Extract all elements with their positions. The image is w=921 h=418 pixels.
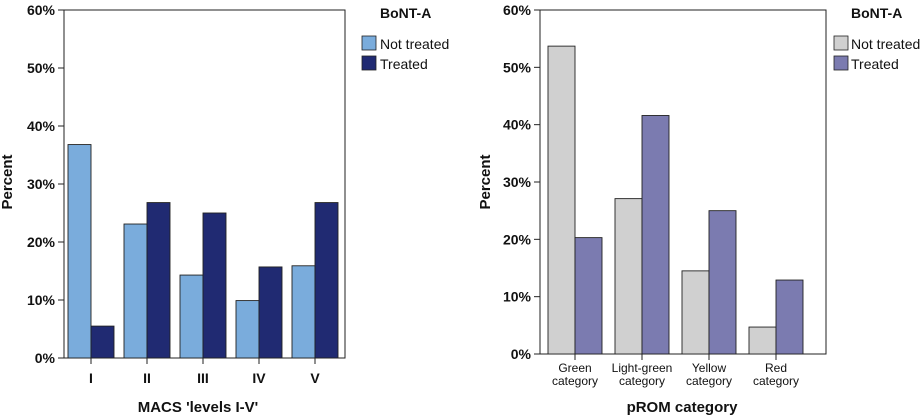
chart-2-bar: [614, 198, 643, 355]
chart-1-bar: [314, 202, 339, 359]
chart-1-bar: [291, 265, 316, 359]
chart-2-bar: [681, 270, 710, 355]
chart-1-legend-swatch-treated: [361, 55, 377, 71]
chart-2-ylabel: Percent: [477, 154, 494, 209]
chart-2-legend-treated: Treated: [851, 56, 899, 72]
chart-1-ytick-label: 0%: [35, 350, 56, 366]
chart-1-legend-title: BoNT-A: [380, 5, 431, 21]
chart-2-xtick-label: category: [619, 374, 665, 388]
chart-2-legend-swatch-treated: [833, 55, 849, 71]
chart-2-xtick-label: category: [552, 374, 598, 388]
chart-1-xtick-label: IV: [252, 370, 266, 386]
chart-2-bar: [547, 45, 576, 355]
chart-2-legend-swatch-not-treated: [833, 35, 849, 51]
chart-2-xtick-label: Green: [558, 361, 591, 375]
chart-2-bar: [775, 279, 804, 355]
chart-1-xtick-label: I: [89, 370, 93, 386]
chart-1-ylabel: Percent: [0, 154, 16, 209]
chart-2-xlabel: pROM category: [627, 399, 739, 416]
chart-1-bar: [202, 212, 227, 359]
chart-2-xtick-label: category: [753, 374, 799, 388]
chart-1-xtick-label: II: [143, 370, 151, 386]
chart-1-bar: [258, 266, 283, 359]
chart-2-ytick-label: 60%: [503, 2, 532, 18]
chart-2-bar: [748, 326, 777, 355]
chart-1-bar: [235, 300, 260, 359]
chart-1-ytick-label: 40%: [27, 118, 56, 134]
chart-2-ytick-label: 50%: [503, 59, 532, 75]
chart-1-xtick-label: V: [310, 370, 320, 386]
chart-1-legend-swatch-not-treated: [361, 35, 377, 51]
chart-1-ytick-label: 30%: [27, 176, 56, 192]
chart-1-legend-not-treated: Not treated: [380, 36, 449, 52]
chart-2-xtick-label: Light-green: [612, 361, 673, 375]
chart-1: Percent MACS 'levels I-V' BoNT-A Not tre…: [0, 5, 449, 416]
chart-2-xtick-label: category: [686, 374, 732, 388]
chart-2-bar: [574, 237, 603, 355]
chart-1-legend-treated: Treated: [380, 56, 428, 72]
chart-2-ytick-label: 40%: [503, 117, 532, 133]
chart-1-ytick-label: 10%: [27, 292, 56, 308]
chart-2-xtick-label: Red: [765, 361, 787, 375]
chart-2-ytick-label: 0%: [511, 346, 532, 362]
chart-2-bar: [708, 210, 737, 355]
chart-2-bar: [641, 115, 670, 355]
chart-2-ytick-label: 20%: [503, 231, 532, 247]
chart-2-legend-not-treated: Not treated: [851, 36, 920, 52]
chart-2-ytick-label: 30%: [503, 174, 532, 190]
chart-1-xtick-label: III: [197, 370, 209, 386]
chart-1-bar: [179, 274, 204, 359]
chart-1-bar: [123, 223, 148, 359]
chart-1-bar: [146, 202, 171, 359]
chart-2-legend-title: BoNT-A: [851, 5, 902, 21]
chart-1-bar: [67, 144, 92, 359]
chart-2: Percent pROM category BoNT-A Not treated…: [477, 5, 920, 416]
chart-2-ytick-label: 10%: [503, 289, 532, 305]
chart-1-ytick-label: 60%: [27, 2, 56, 18]
chart-1-bar: [90, 325, 115, 359]
chart-1-ytick-label: 50%: [27, 60, 56, 76]
chart-1-xlabel: MACS 'levels I-V': [138, 399, 259, 416]
chart-1-ytick-label: 20%: [27, 234, 56, 250]
chart-2-xtick-label: Yellow: [692, 361, 727, 375]
